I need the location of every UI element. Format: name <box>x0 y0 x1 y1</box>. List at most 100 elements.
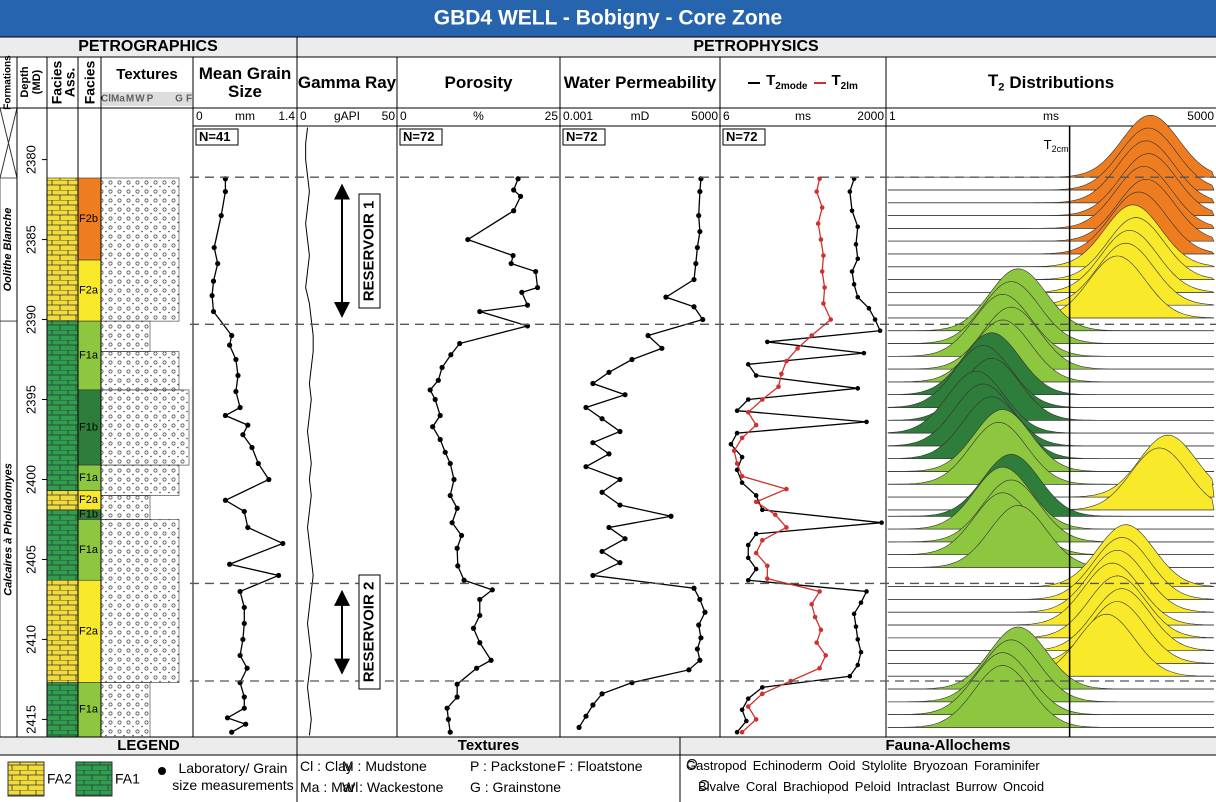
data-point <box>242 509 247 514</box>
data-point <box>697 597 702 602</box>
data-point <box>599 416 604 421</box>
data-point <box>740 436 745 441</box>
data-point <box>746 556 751 561</box>
facies-association <box>47 510 78 580</box>
data-point <box>697 189 702 194</box>
axis-min-label: 0.001 <box>563 109 593 123</box>
data-point <box>238 653 243 658</box>
data-point <box>817 589 822 594</box>
n-label: N=41 <box>199 129 230 144</box>
data-point <box>242 706 247 711</box>
section-title: PETROPHYSICS <box>693 38 819 55</box>
texture-interval <box>101 390 189 465</box>
data-point <box>784 487 789 492</box>
header-facies-ass: Facies Ass. <box>47 57 78 107</box>
axis-min-label: 0 <box>400 109 407 123</box>
data-point <box>698 635 703 640</box>
data-point <box>583 464 588 469</box>
data-point <box>697 658 702 663</box>
legend-entry: T2lm <box>832 73 858 93</box>
log-curve <box>731 179 882 732</box>
data-point <box>238 589 243 594</box>
reservoir-label: RESERVOIR 2 <box>358 575 380 690</box>
fauna-icon-shape <box>700 781 709 790</box>
data-point <box>823 653 828 658</box>
legend-swatch <box>76 762 112 796</box>
axis-unit: mm <box>235 109 255 123</box>
data-point <box>695 245 700 250</box>
data-point <box>852 282 857 287</box>
header-depth: Depth (MD) <box>17 57 47 107</box>
data-point <box>732 448 737 453</box>
facies-association <box>47 491 78 510</box>
texture-interval <box>101 495 150 519</box>
data-point <box>746 578 751 583</box>
data-point <box>459 533 464 538</box>
data-point <box>436 378 441 383</box>
data-point <box>740 474 745 479</box>
data-point <box>814 189 819 194</box>
track-title: Water Permeability <box>560 58 720 108</box>
data-point <box>746 704 751 709</box>
data-point <box>855 637 860 642</box>
texture-class-bar <box>102 92 192 106</box>
data-point <box>223 498 228 503</box>
data-point <box>878 328 883 333</box>
depth-tick-label: 2410 <box>23 625 38 654</box>
data-point <box>659 346 664 351</box>
data-point <box>622 392 627 397</box>
data-point <box>795 346 800 351</box>
legend-label: FA1 <box>115 771 140 787</box>
data-point <box>249 445 254 450</box>
data-point <box>233 389 238 394</box>
data-point <box>765 564 770 569</box>
data-point <box>820 269 825 274</box>
fauna-icon <box>698 779 710 791</box>
data-point <box>859 650 864 655</box>
data-point <box>854 624 859 629</box>
n-label: N=72 <box>403 129 434 144</box>
log-curve <box>579 179 705 728</box>
title-group: T2 <box>988 72 1005 94</box>
fauna-legend: Coral <box>746 779 777 794</box>
fauna-legend: Foraminifer <box>974 758 1040 773</box>
legend-dot <box>158 767 166 775</box>
axis-max-label: 50 <box>382 109 396 123</box>
data-point <box>439 365 444 370</box>
texture-interval <box>101 683 150 737</box>
data-point <box>515 176 520 181</box>
data-point <box>238 405 243 410</box>
data-point <box>854 242 859 247</box>
track-title: Porosity <box>397 58 560 108</box>
data-point <box>773 512 778 517</box>
data-point <box>245 666 250 671</box>
data-point <box>850 269 855 274</box>
texture-legend: G : Grainstone <box>470 779 561 795</box>
facies-label: F2a <box>79 284 99 296</box>
data-point <box>816 221 821 226</box>
axis-unit: gAPI <box>334 109 360 123</box>
facies-association <box>47 683 78 737</box>
data-point <box>814 640 819 645</box>
legend-subscript: 2mode <box>775 81 807 92</box>
data-point <box>617 477 622 482</box>
data-point <box>455 694 460 699</box>
data-point <box>428 387 433 392</box>
data-point <box>821 301 826 306</box>
data-point <box>599 549 604 554</box>
data-point <box>511 187 516 192</box>
data-point <box>765 340 770 345</box>
facies-label: F1b <box>79 421 98 433</box>
data-point <box>223 189 228 194</box>
legend-subscript: 2lm <box>841 81 858 92</box>
title-main: T <box>988 71 998 90</box>
texture-legend: F : Floatstone <box>557 758 643 774</box>
data-point <box>227 343 232 348</box>
data-point <box>477 640 482 645</box>
data-point <box>822 285 827 290</box>
data-point <box>583 714 588 719</box>
facies-label: F2a <box>79 625 99 637</box>
log-canvas: GBD4 WELL - Bobigny - Core Zone PETROGRA… <box>0 0 1216 802</box>
data-point <box>784 359 789 364</box>
